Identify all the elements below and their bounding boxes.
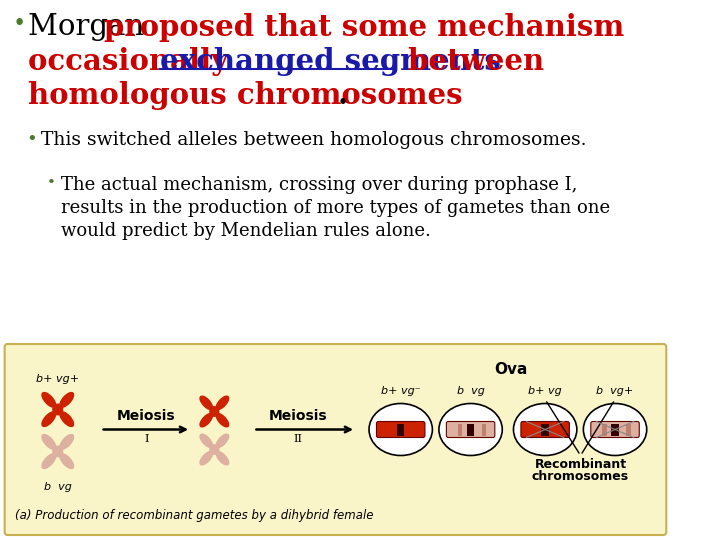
- Text: Morgan: Morgan: [28, 13, 153, 41]
- Text: This switched alleles between homologous chromosomes.: This switched alleles between homologous…: [41, 131, 587, 149]
- Text: b  vg: b vg: [456, 386, 485, 395]
- Ellipse shape: [42, 393, 55, 407]
- Ellipse shape: [42, 454, 55, 469]
- Ellipse shape: [439, 403, 503, 456]
- Ellipse shape: [53, 404, 63, 415]
- Ellipse shape: [216, 451, 229, 465]
- Ellipse shape: [369, 403, 433, 456]
- Text: •: •: [26, 131, 37, 149]
- Text: I: I: [144, 434, 148, 443]
- Text: •: •: [13, 13, 27, 35]
- FancyBboxPatch shape: [521, 422, 570, 437]
- Bar: [467, 423, 474, 435]
- Text: The actual mechanism, crossing over during prophase I,: The actual mechanism, crossing over duri…: [60, 176, 577, 194]
- Ellipse shape: [60, 412, 73, 427]
- Ellipse shape: [60, 393, 73, 407]
- Text: occasionally: occasionally: [28, 47, 238, 76]
- FancyBboxPatch shape: [4, 344, 666, 535]
- Text: homologous chromosomes: homologous chromosomes: [28, 81, 462, 110]
- FancyBboxPatch shape: [591, 422, 639, 437]
- Text: Ova: Ova: [494, 362, 527, 377]
- Text: exchanged segments: exchanged segments: [161, 47, 501, 76]
- Ellipse shape: [583, 403, 647, 456]
- Ellipse shape: [210, 407, 219, 416]
- Text: Meiosis: Meiosis: [117, 408, 176, 422]
- Bar: [482, 423, 487, 435]
- Text: b  vg+: b vg+: [596, 386, 634, 395]
- FancyBboxPatch shape: [446, 422, 495, 437]
- Bar: [602, 423, 607, 435]
- Ellipse shape: [42, 435, 55, 449]
- Text: .: .: [338, 81, 348, 110]
- Ellipse shape: [42, 412, 55, 427]
- Ellipse shape: [200, 414, 212, 427]
- Text: Meiosis: Meiosis: [269, 408, 328, 422]
- Bar: [541, 423, 549, 435]
- Text: proposed that some mechanism: proposed that some mechanism: [104, 13, 625, 42]
- Ellipse shape: [216, 396, 229, 409]
- Text: b+ vg+: b+ vg+: [36, 374, 79, 383]
- Ellipse shape: [60, 435, 73, 449]
- Bar: [626, 423, 631, 435]
- Text: Recombinant: Recombinant: [534, 457, 626, 470]
- Ellipse shape: [200, 396, 212, 409]
- Ellipse shape: [216, 414, 229, 427]
- Ellipse shape: [200, 434, 212, 447]
- Text: (a) Production of recombinant gametes by a dihybrid female: (a) Production of recombinant gametes by…: [15, 509, 374, 522]
- Bar: [397, 423, 405, 435]
- Text: •: •: [47, 176, 55, 190]
- Ellipse shape: [513, 403, 577, 456]
- Text: results in the production of more types of gametes than one: results in the production of more types …: [60, 199, 610, 217]
- Bar: [611, 423, 618, 435]
- Text: between: between: [398, 47, 544, 76]
- Text: II: II: [294, 434, 302, 443]
- Ellipse shape: [53, 446, 63, 457]
- Ellipse shape: [60, 454, 73, 469]
- Ellipse shape: [216, 434, 229, 447]
- Text: b  vg: b vg: [44, 482, 72, 491]
- Text: chromosomes: chromosomes: [532, 470, 629, 483]
- Text: b+ vg⁻: b+ vg⁻: [381, 386, 420, 395]
- FancyBboxPatch shape: [377, 422, 425, 437]
- Ellipse shape: [210, 445, 219, 454]
- Ellipse shape: [200, 451, 212, 465]
- Text: b+ vg: b+ vg: [528, 386, 562, 395]
- Text: would predict by Mendelian rules alone.: would predict by Mendelian rules alone.: [60, 222, 431, 240]
- Bar: [457, 423, 462, 435]
